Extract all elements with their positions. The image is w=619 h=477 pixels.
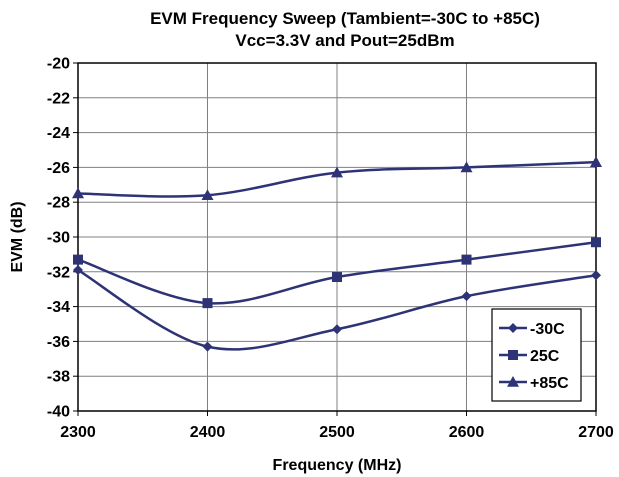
y-tick-label: -36	[47, 334, 70, 351]
y-tick-label: -40	[47, 404, 70, 421]
grid-lines	[78, 63, 596, 411]
legend-label: -30C	[530, 321, 565, 338]
data-point-triangle	[460, 161, 473, 173]
legend-item: +85C	[499, 375, 569, 392]
data-point-square	[73, 254, 83, 265]
data-point-diamond	[202, 341, 213, 352]
data-point-diamond	[73, 265, 83, 276]
legend-item: -30C	[499, 321, 565, 338]
x-tick-label: 2600	[449, 424, 485, 441]
axis-ticks: -20 -22 -24 -26 -28 -30 -32 -34 -36 -38 -40 2300 240…	[47, 56, 614, 442]
x-tick-label: 2300	[60, 424, 96, 441]
y-tick-label: -32	[47, 264, 70, 281]
series-square	[73, 237, 601, 309]
legend-marker-triangle	[507, 376, 519, 387]
data-point-diamond	[591, 270, 601, 281]
data-point-square	[332, 272, 342, 283]
y-tick-label: -38	[47, 369, 70, 386]
x-axis-label: Frequency (MHz)	[273, 457, 402, 474]
data-point-triangle	[201, 189, 214, 201]
series-triangle	[72, 156, 602, 201]
x-tick-label: 2500	[319, 424, 355, 441]
y-axis-label: EVM (dB)	[9, 201, 26, 272]
legend-items: -30C 25C +85C	[499, 321, 569, 392]
data-point-diamond	[332, 324, 342, 335]
y-tick-label: -20	[47, 56, 70, 73]
legend-label: +85C	[530, 375, 569, 392]
data-point-triangle	[331, 166, 343, 178]
data-point-square	[202, 298, 213, 309]
legend: -30C 25C +85C	[491, 308, 582, 402]
data-point-diamond	[461, 291, 472, 302]
x-tick-label: 2400	[190, 424, 226, 441]
data-point-triangle	[72, 187, 84, 199]
chart-subtitle: Vcc=3.3V and Pout=25dBm	[235, 31, 454, 50]
y-tick-label: -26	[47, 160, 70, 177]
chart-title: EVM Frequency Sweep (Tambient=-30C to +8…	[150, 9, 540, 28]
y-tick-label: -34	[47, 299, 70, 316]
series-layer	[72, 156, 602, 352]
legend-label: 25C	[530, 348, 560, 365]
legend-marker-square	[508, 350, 518, 360]
x-tick-label: 2700	[578, 424, 614, 441]
y-tick-label: -22	[47, 90, 70, 107]
y-tick-label: -30	[47, 230, 70, 247]
y-tick-label: -24	[47, 125, 70, 142]
data-point-triangle	[590, 156, 602, 167]
data-point-square	[461, 254, 472, 265]
legend-marker-diamond	[508, 323, 518, 333]
legend-item: 25C	[499, 348, 560, 365]
data-point-square	[591, 237, 601, 248]
y-tick-label: -28	[47, 195, 70, 212]
series-diamond	[73, 265, 601, 352]
